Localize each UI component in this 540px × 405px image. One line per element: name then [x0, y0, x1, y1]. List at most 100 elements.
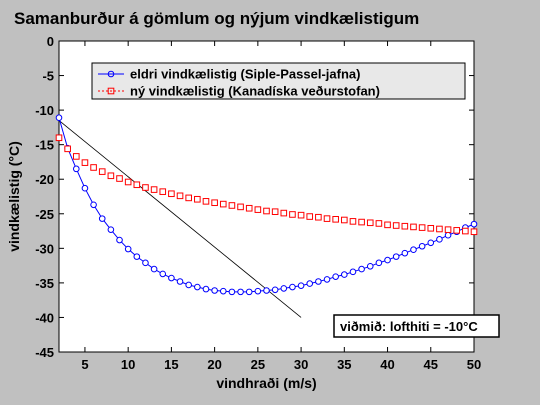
y-axis-label: vindkælistig (°C) — [6, 141, 22, 252]
data-point — [237, 203, 244, 211]
data-point — [107, 172, 115, 180]
data-point — [81, 184, 89, 192]
annotation-box: viðmið: lofthiti = -10°C — [333, 314, 500, 338]
data-point — [462, 227, 469, 235]
data-point — [427, 239, 435, 247]
data-point — [219, 200, 227, 208]
data-point — [90, 164, 97, 171]
data-point — [168, 190, 175, 198]
data-point — [410, 223, 417, 231]
data-point — [81, 159, 89, 166]
data-point — [194, 283, 201, 291]
data-point — [297, 211, 305, 219]
data-point — [470, 220, 478, 228]
data-point — [401, 222, 409, 230]
data-point — [306, 213, 314, 220]
data-point — [254, 206, 262, 213]
data-point — [245, 204, 253, 212]
data-point — [271, 208, 279, 216]
data-point — [55, 114, 63, 122]
legend-marker-new — [107, 87, 115, 95]
y-tick-label: 0 — [47, 34, 54, 49]
data-point — [211, 287, 218, 294]
y-tick-label: -45 — [35, 345, 54, 360]
data-point — [323, 215, 331, 222]
data-point — [418, 224, 426, 231]
y-tick-label: -30 — [35, 241, 54, 256]
data-point — [159, 188, 167, 195]
data-point — [349, 218, 357, 225]
data-point — [185, 194, 192, 202]
data-point — [72, 165, 80, 173]
data-point — [444, 231, 452, 239]
data-point — [341, 216, 348, 224]
x-tick-label: 5 — [81, 357, 88, 372]
y-tick-label: -10 — [35, 103, 54, 118]
annotation-frame — [333, 314, 500, 338]
data-point — [124, 245, 132, 253]
data-point — [332, 273, 339, 280]
data-point — [410, 246, 417, 254]
data-point — [98, 168, 106, 175]
data-point — [280, 285, 288, 292]
data-point — [90, 201, 97, 209]
data-point — [289, 283, 296, 291]
data-point — [332, 216, 339, 223]
tick-labels: 5 10 15 20 25 30 35 40 45 50 0 -5 -10 -15 -20 -25 -30 -35… — [35, 34, 481, 372]
data-point — [55, 134, 63, 142]
legend-label-old: eldri vindkælistig (Siple-Passel-jafna) — [130, 67, 360, 82]
y-tick-label: -40 — [35, 310, 54, 325]
reference-line-layer — [58, 120, 302, 318]
data-point — [150, 265, 158, 273]
x-tick-label: 15 — [164, 357, 178, 372]
data-point — [453, 227, 461, 234]
series-1 — [55, 114, 478, 296]
y-tick-label: -15 — [35, 138, 54, 153]
data-point — [366, 263, 374, 270]
data-point — [202, 198, 210, 205]
x-tick-label: 50 — [467, 357, 481, 372]
y-tick-label: -20 — [35, 172, 54, 187]
tick-marks — [59, 40, 475, 353]
x-tick-label: 45 — [424, 357, 438, 372]
data-point — [436, 236, 443, 243]
data-point — [116, 236, 123, 244]
data-point — [142, 184, 149, 191]
data-point — [436, 225, 443, 233]
legend-marker-old — [107, 70, 115, 78]
data-point — [375, 259, 383, 267]
data-point — [306, 280, 314, 287]
data-point — [254, 287, 262, 295]
data-point — [219, 287, 227, 295]
data-point — [358, 265, 365, 273]
data-point — [133, 253, 141, 260]
series-layer — [55, 114, 478, 296]
data-point — [211, 199, 218, 207]
data-point — [289, 211, 296, 218]
data-point — [176, 192, 184, 200]
reference-line — [58, 120, 302, 318]
y-tick-label: -5 — [42, 69, 54, 84]
data-point — [384, 221, 391, 229]
data-point — [176, 278, 184, 285]
data-point — [228, 288, 236, 296]
data-point — [142, 259, 149, 267]
x-tick-label: 10 — [121, 357, 135, 372]
data-point — [315, 213, 322, 221]
data-point — [168, 274, 175, 282]
data-point — [194, 195, 201, 203]
legend-label-new: ný vindkælistig (Kanadíska veðurstofan) — [130, 84, 380, 99]
data-point — [107, 226, 115, 233]
data-point — [263, 207, 270, 215]
x-tick-label: 20 — [207, 357, 221, 372]
data-point — [245, 288, 253, 296]
data-point — [185, 281, 192, 289]
data-point — [263, 287, 270, 294]
data-point — [418, 242, 426, 250]
data-point — [280, 209, 288, 217]
x-tick-label: 30 — [294, 357, 308, 372]
data-point — [98, 215, 106, 222]
legend: eldri vindkælistig (Siple-Passel-jafna) … — [91, 62, 466, 100]
series-2 — [55, 134, 478, 236]
